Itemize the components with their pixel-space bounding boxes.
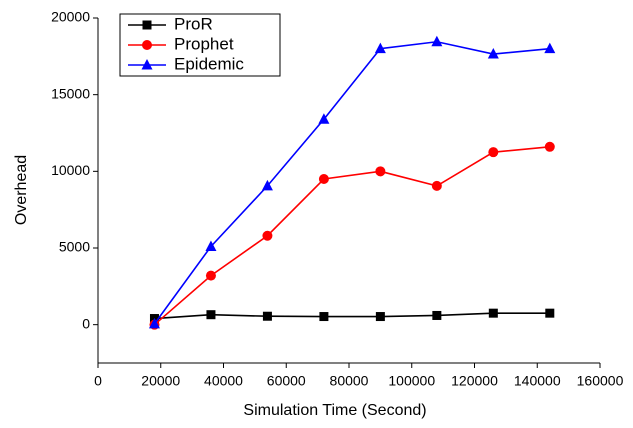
- marker: [205, 240, 217, 251]
- x-tick-label: 100000: [388, 373, 435, 389]
- marker: [318, 113, 330, 124]
- marker: [431, 35, 443, 47]
- marker: [545, 308, 555, 318]
- series-line: [154, 312, 550, 320]
- marker: [261, 179, 273, 191]
- marker: [431, 180, 442, 191]
- marker: [375, 312, 385, 322]
- marker: [432, 310, 442, 320]
- x-tick-label: 80000: [330, 373, 369, 389]
- marker: [487, 48, 499, 59]
- x-tick-label: 60000: [267, 373, 306, 389]
- y-axis-title: Overhead: [13, 155, 30, 225]
- marker: [319, 312, 329, 322]
- legend-label: Prophet: [174, 34, 234, 53]
- marker: [148, 317, 160, 329]
- legend-marker: [141, 59, 153, 70]
- marker: [206, 310, 216, 320]
- legend-marker: [142, 20, 152, 30]
- marker: [544, 42, 556, 54]
- marker: [205, 270, 216, 281]
- series-line: [153, 40, 550, 325]
- marker: [318, 174, 329, 184]
- x-tick-label: 140000: [514, 373, 561, 389]
- x-tick-label: 0: [94, 373, 102, 389]
- y-tick-label: 10000: [51, 162, 90, 178]
- x-tick-label: 40000: [204, 373, 243, 389]
- y-tick-label: 0: [82, 315, 90, 331]
- series-line: [153, 146, 550, 326]
- y-tick-label: 20000: [51, 9, 90, 25]
- marker: [374, 42, 386, 54]
- legend-label: Epidemic: [174, 54, 244, 73]
- marker: [488, 147, 499, 158]
- x-tick-label: 20000: [141, 373, 180, 389]
- legend-marker: [142, 40, 152, 50]
- marker: [262, 311, 272, 321]
- x-tick-label: 120000: [451, 373, 498, 389]
- marker: [262, 230, 273, 241]
- legend-label: ProR: [174, 14, 213, 33]
- x-axis-title: Simulation Time (Second): [243, 402, 426, 419]
- marker: [488, 308, 498, 318]
- marker: [375, 166, 386, 177]
- y-tick-label: 5000: [59, 239, 90, 255]
- y-tick-label: 15000: [51, 85, 90, 101]
- x-tick-label: 160000: [577, 373, 624, 389]
- marker: [544, 141, 555, 152]
